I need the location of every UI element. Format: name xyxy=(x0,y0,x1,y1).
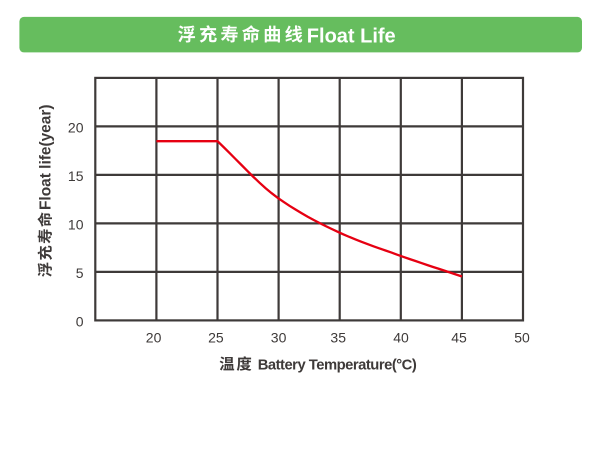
svg-text:50: 50 xyxy=(514,330,530,346)
svg-text:45: 45 xyxy=(451,330,467,346)
svg-text:40: 40 xyxy=(393,330,409,346)
svg-text:Float life(year): Float life(year) xyxy=(38,104,55,210)
svg-text:20: 20 xyxy=(68,119,84,135)
svg-text:20: 20 xyxy=(146,330,162,346)
svg-text:35: 35 xyxy=(330,330,346,346)
svg-text:25: 25 xyxy=(208,330,224,346)
svg-text:15: 15 xyxy=(68,168,84,184)
svg-text:Battery Temperature(°C): Battery Temperature(°C) xyxy=(258,357,417,373)
svg-text:30: 30 xyxy=(271,330,287,346)
svg-text:Float Life: Float Life xyxy=(307,25,396,47)
svg-text:5: 5 xyxy=(76,265,84,281)
svg-text:10: 10 xyxy=(68,216,84,232)
svg-text:0: 0 xyxy=(76,313,84,329)
